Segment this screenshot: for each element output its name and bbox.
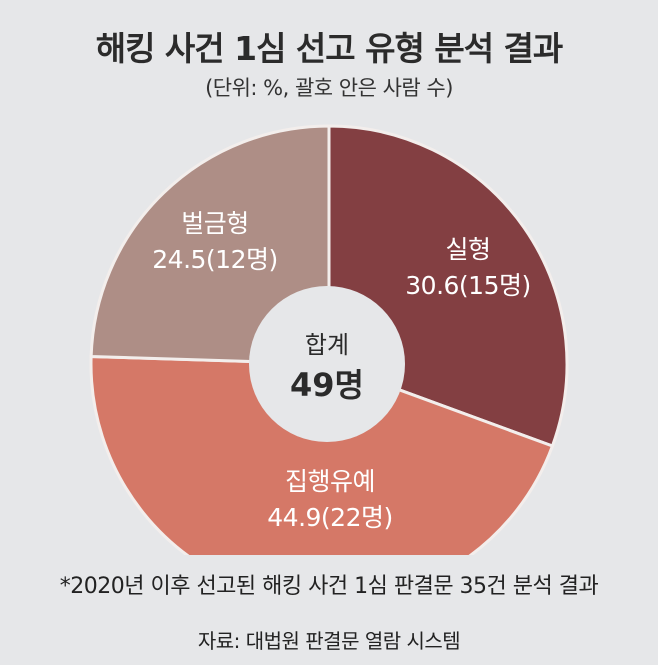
slice-probation (89, 354, 555, 555)
slice-label-prison: 실형 30.6(15명) (405, 235, 531, 300)
slice-label-probation: 집행유예 44.9(22명) (267, 467, 393, 532)
donut-hole (249, 286, 405, 442)
chart-subtitle: (단위: %, 괄호 안은 사람 수) (205, 76, 453, 100)
source-note: 자료: 대법원 판결문 열람 시스템 (197, 629, 461, 653)
slice-label-fine: 벌금형 24.5(12명) (152, 209, 278, 274)
center-label: 합계 (304, 331, 350, 359)
chart-title: 해킹 사건 1심 선고 유형 분석 결과 (95, 29, 564, 68)
slice-fine (89, 124, 331, 366)
footnote: *2020년 이후 선고된 해킹 사건 1심 판결문 35건 분석 결과 (59, 574, 599, 599)
center-total: 49명 (290, 366, 364, 404)
